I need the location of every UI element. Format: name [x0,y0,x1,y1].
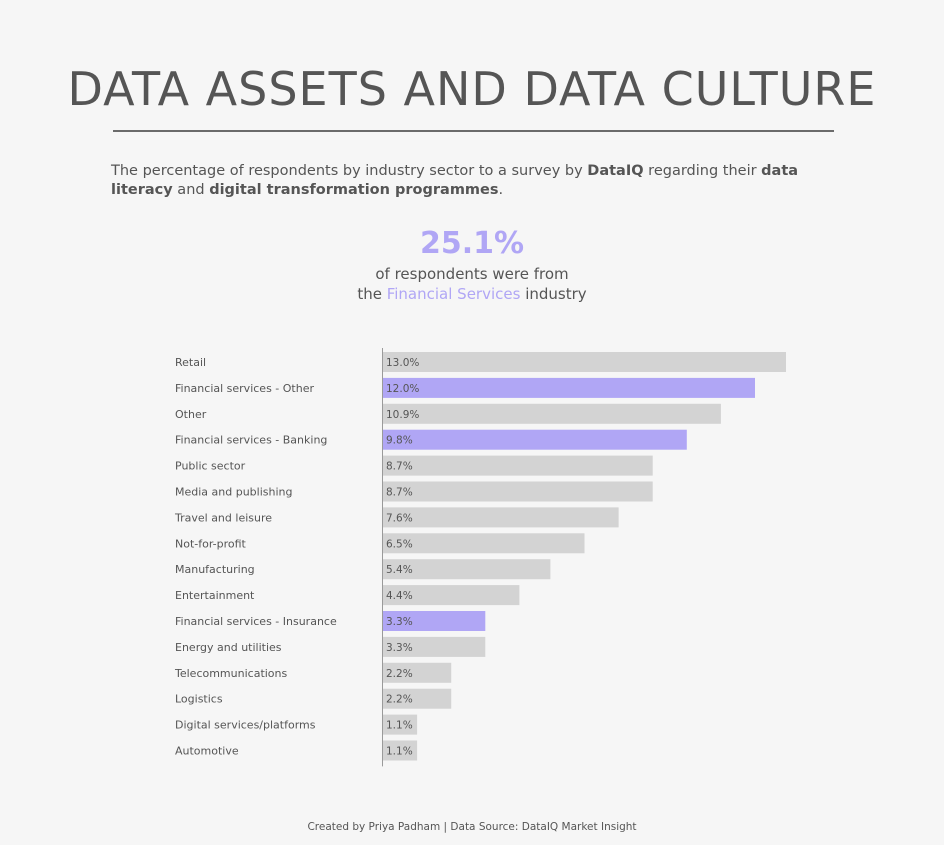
value-label: 2.2% [386,668,413,680]
value-label: 12.0% [386,383,419,395]
bar [383,507,619,528]
subtitle-part: The percentage of respondents by industr… [111,163,588,179]
subtitle-part: data literacy [111,163,799,198]
value-label: 3.3% [386,616,413,628]
bar [383,662,452,683]
bar [383,611,486,631]
bar [383,352,786,372]
value-label: 13.0% [386,357,419,369]
bar [383,559,551,580]
value-label: 4.4% [386,590,413,602]
category-label: Travel and leisure [174,511,272,524]
subtitle-part: . [498,182,504,198]
category-label: Financial services - Other [175,382,314,395]
bar [383,740,418,761]
value-label: 1.1% [386,746,413,758]
kpi-caption-suffix: industry [520,285,587,303]
value-label: 9.8% [386,435,413,447]
bar [383,714,418,735]
value-label: 6.5% [386,538,413,550]
bar [383,403,721,424]
bar [383,533,585,554]
bar [383,429,687,450]
value-label: 5.4% [386,564,413,576]
page-title: DATA ASSETS AND DATA CULTURE [67,62,877,116]
value-label: 7.6% [386,512,413,524]
category-label: Not-for-profit [175,537,247,550]
bar-chart: Retail 13.0% Financial services - Other 12.… [174,348,786,767]
category-label: Media and publishing [175,486,293,499]
category-label: Telecommunications [174,667,288,680]
value-label: 3.3% [386,642,413,654]
bar [383,377,755,398]
subtitle-part: regarding their [643,163,762,179]
category-label: Logistics [175,693,223,706]
value-label: 1.1% [386,720,413,732]
kpi-caption-line2: the Financial Services industry [0,285,944,303]
bar [383,585,520,606]
category-label: Retail [175,356,206,369]
kpi-value: 25.1% [419,226,525,261]
category-label: Manufacturing [175,563,255,576]
subtitle-part: and [172,182,210,198]
category-label: Financial services - Banking [175,434,327,447]
bar [383,688,452,709]
value-label: 10.9% [386,409,419,421]
category-label: Entertainment [175,589,255,602]
subtitle-part: digital transformation programmes [209,182,499,198]
category-label: Other [175,408,207,421]
kpi-highlight-text: Financial Services [386,285,521,303]
category-label: Energy and utilities [175,641,282,654]
value-label: 8.7% [386,461,413,473]
subtitle-part: DataIQ [587,163,644,179]
footer-credit: Created by Priya Padham | Data Source: D… [307,821,637,833]
subtitle: The percentage of respondents by industr… [111,162,841,200]
category-label: Financial services - Insurance [175,615,337,628]
category-label: Public sector [175,460,246,473]
bar [383,455,653,476]
bar [383,636,486,657]
category-label: Automotive [175,745,239,758]
kpi-caption-prefix: the [357,285,387,303]
bar [383,481,653,502]
value-label: 8.7% [386,487,413,499]
kpi-caption-line1: of respondents were from [375,265,569,283]
title-divider [113,130,834,132]
category-label: Digital services/platforms [175,719,316,732]
value-label: 2.2% [386,694,413,706]
